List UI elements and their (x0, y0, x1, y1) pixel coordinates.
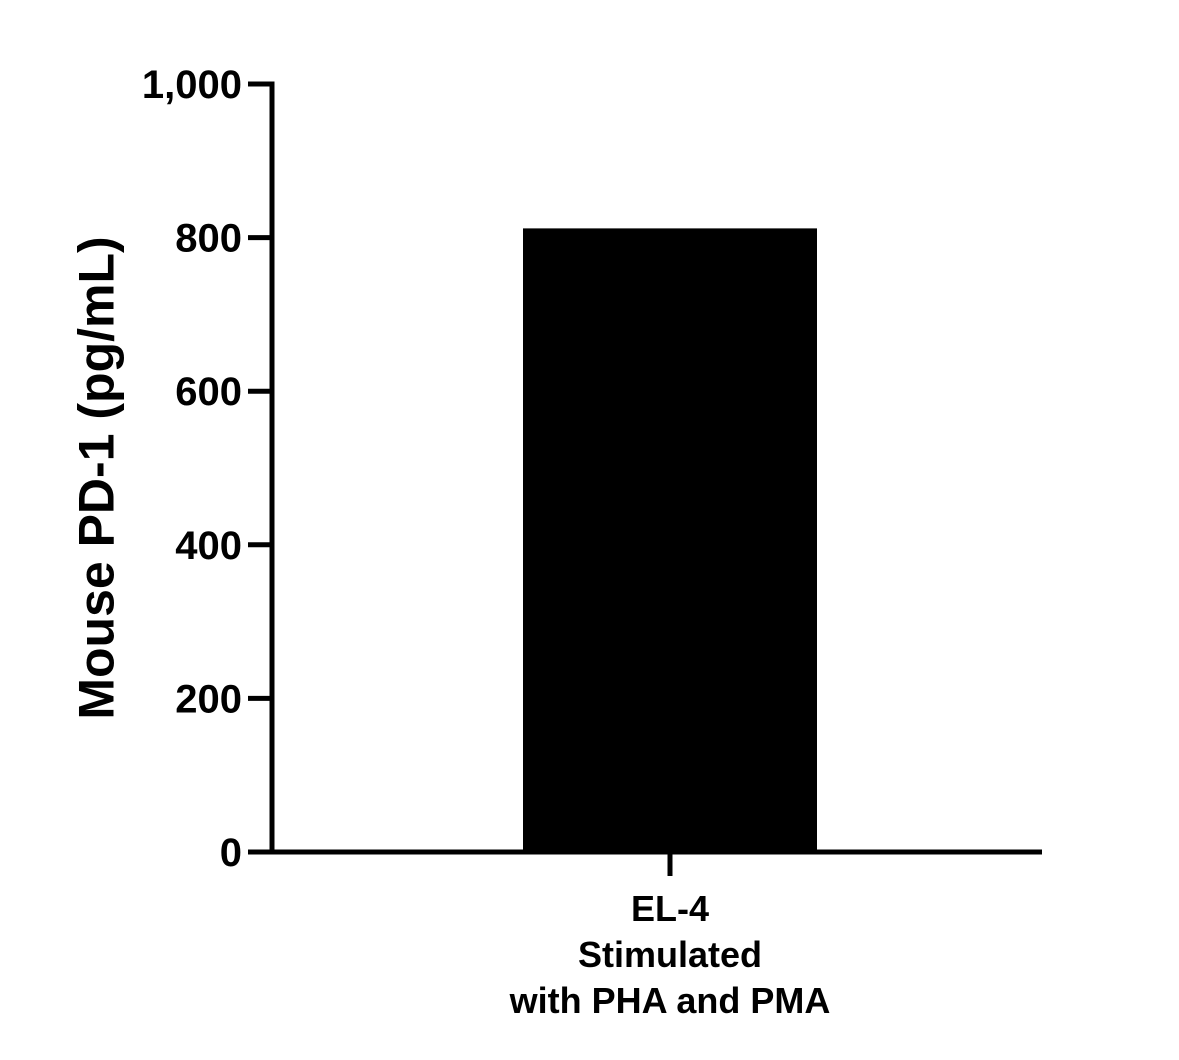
y-axis-title: Mouse PD-1 (pg/mL) (69, 236, 125, 719)
y-tick-label: 200 (175, 677, 242, 721)
y-tick-label: 800 (175, 217, 242, 261)
axes-group: EL-4 Stimulated with PHA and PMA 0 200 400 600… (142, 63, 1042, 1021)
y-tick-label: 1,000 (142, 63, 242, 107)
y-tick-label: 0 (220, 831, 242, 875)
y-tick-label: 400 (175, 524, 242, 568)
y-tick-label: 600 (175, 370, 242, 414)
x-tick-label: EL-4 Stimulated with PHA and PMA (509, 888, 831, 1021)
bar (523, 228, 817, 852)
bars-group (523, 228, 817, 852)
